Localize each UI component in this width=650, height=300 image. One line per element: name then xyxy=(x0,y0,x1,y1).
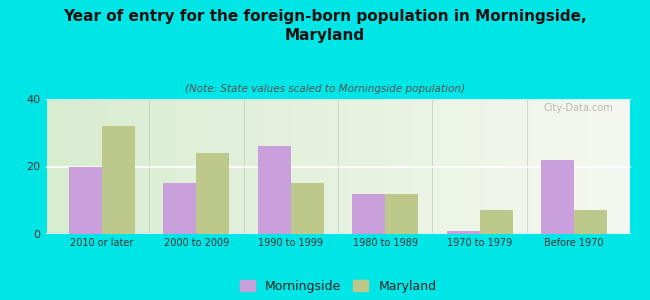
Bar xyxy=(385,194,418,234)
Text: City-Data.com: City-Data.com xyxy=(543,103,613,113)
Bar xyxy=(291,183,324,234)
Text: Year of entry for the foreign-born population in Morningside,
Maryland: Year of entry for the foreign-born popul… xyxy=(63,9,587,43)
Bar xyxy=(102,126,135,234)
Bar xyxy=(574,210,607,234)
Bar xyxy=(163,183,196,234)
Bar xyxy=(352,194,385,234)
Bar xyxy=(447,231,480,234)
Bar xyxy=(69,167,102,234)
Bar xyxy=(541,160,574,234)
Bar xyxy=(258,146,291,234)
Legend: Morningside, Maryland: Morningside, Maryland xyxy=(235,275,441,298)
Bar xyxy=(196,153,229,234)
Bar xyxy=(480,210,513,234)
Text: (Note: State values scaled to Morningside population): (Note: State values scaled to Morningsid… xyxy=(185,84,465,94)
